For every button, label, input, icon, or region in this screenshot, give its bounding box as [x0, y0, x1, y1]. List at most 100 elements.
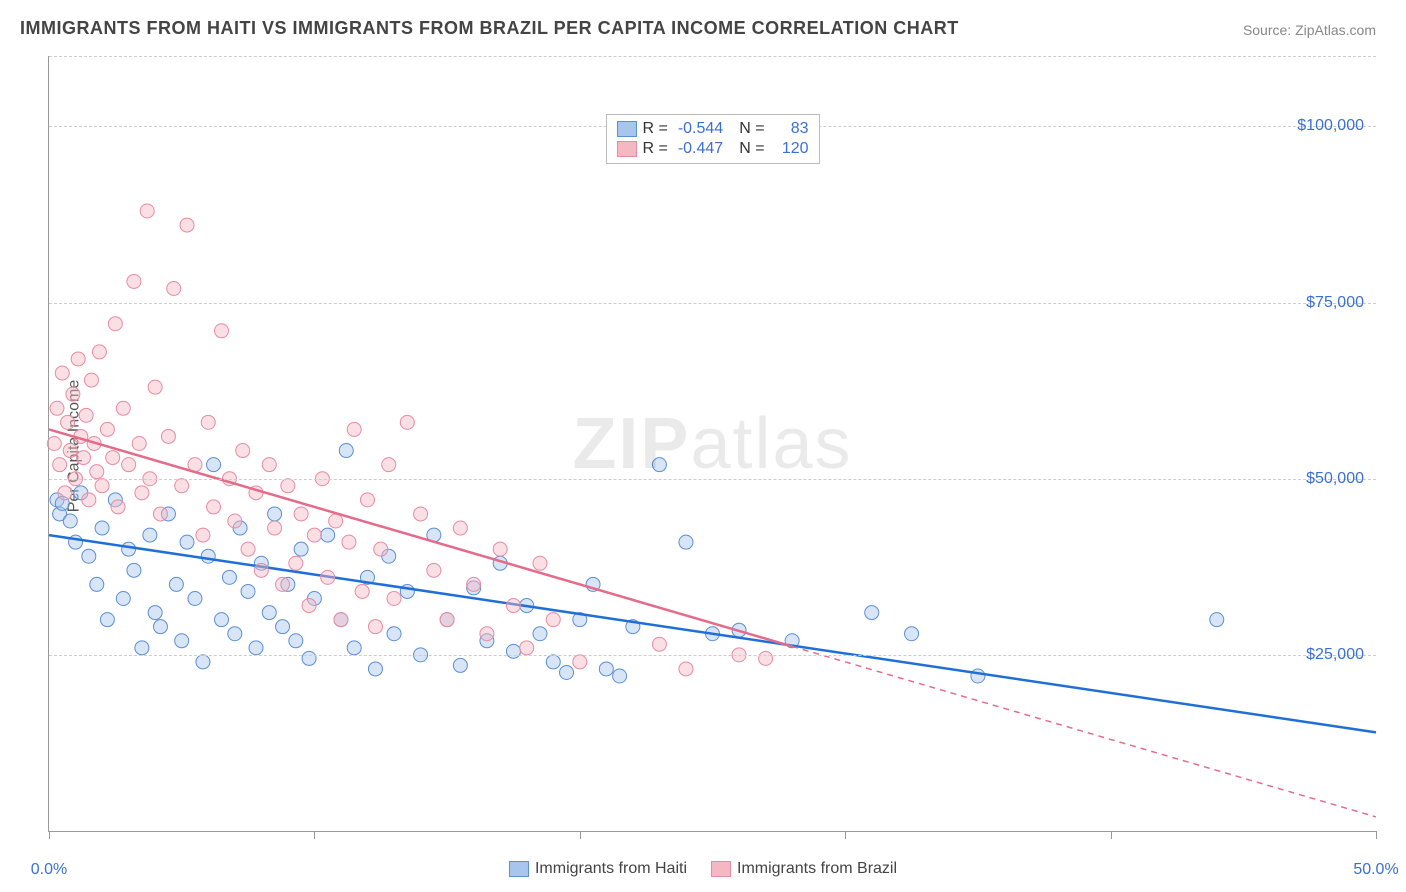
scatter-point-brazil: [262, 458, 276, 472]
scatter-point-haiti: [122, 542, 136, 556]
scatter-point-haiti: [652, 458, 666, 472]
scatter-point-brazil: [241, 542, 255, 556]
scatter-point-haiti: [387, 627, 401, 641]
scatter-point-haiti: [599, 662, 613, 676]
scatter-point-brazil: [414, 507, 428, 521]
scatter-point-brazil: [92, 345, 106, 359]
scatter-point-haiti: [127, 563, 141, 577]
scatter-point-brazil: [652, 637, 666, 651]
scatter-point-brazil: [100, 422, 114, 436]
scatter-point-brazil: [66, 387, 80, 401]
scatter-point-brazil: [167, 282, 181, 296]
x-tick: [49, 831, 50, 839]
scatter-point-haiti: [262, 606, 276, 620]
scatter-point-brazil: [55, 366, 69, 380]
scatter-point-haiti: [302, 651, 316, 665]
scatter-point-haiti: [453, 658, 467, 672]
scatter-point-haiti: [1210, 613, 1224, 627]
scatter-point-brazil: [201, 415, 215, 429]
scatter-point-brazil: [342, 535, 356, 549]
scatter-point-brazil: [493, 542, 507, 556]
scatter-point-haiti: [546, 655, 560, 669]
legend-row-haiti: R =-0.544N =83: [616, 119, 808, 139]
x-tick: [580, 831, 581, 839]
scatter-point-haiti: [188, 592, 202, 606]
scatter-point-brazil: [140, 204, 154, 218]
scatter-point-brazil: [161, 429, 175, 443]
scatter-svg: [49, 56, 1376, 831]
scatter-point-brazil: [95, 479, 109, 493]
scatter-point-brazil: [294, 507, 308, 521]
x-tick: [1376, 831, 1377, 839]
correlation-legend: R =-0.544N =83R =-0.447N =120: [605, 114, 819, 164]
scatter-point-brazil: [82, 493, 96, 507]
scatter-point-haiti: [971, 669, 985, 683]
scatter-point-brazil: [153, 507, 167, 521]
grid-line: [49, 655, 1376, 656]
scatter-point-brazil: [215, 324, 229, 338]
grid-line: [49, 479, 1376, 480]
scatter-point-haiti: [241, 584, 255, 598]
scatter-point-haiti: [321, 528, 335, 542]
scatter-point-brazil: [759, 651, 773, 665]
scatter-point-haiti: [201, 549, 215, 563]
scatter-point-brazil: [400, 415, 414, 429]
scatter-point-haiti: [95, 521, 109, 535]
legend-r-label: R =: [642, 140, 667, 158]
scatter-point-haiti: [289, 634, 303, 648]
legend-label: Immigrants from Haiti: [535, 860, 687, 878]
legend-n-value: 83: [775, 120, 809, 138]
scatter-point-brazil: [84, 373, 98, 387]
scatter-point-haiti: [169, 577, 183, 591]
scatter-point-brazil: [196, 528, 210, 542]
scatter-point-brazil: [254, 563, 268, 577]
scatter-point-haiti: [276, 620, 290, 634]
scatter-point-haiti: [865, 606, 879, 620]
scatter-point-brazil: [467, 577, 481, 591]
scatter-point-brazil: [387, 592, 401, 606]
scatter-point-brazil: [71, 352, 85, 366]
scatter-point-brazil: [321, 570, 335, 584]
scatter-point-brazil: [175, 479, 189, 493]
scatter-point-brazil: [289, 556, 303, 570]
scatter-point-haiti: [347, 641, 361, 655]
scatter-point-haiti: [249, 641, 263, 655]
scatter-point-haiti: [148, 606, 162, 620]
scatter-point-brazil: [281, 479, 295, 493]
scatter-point-haiti: [100, 613, 114, 627]
scatter-point-brazil: [106, 451, 120, 465]
scatter-point-brazil: [268, 521, 282, 535]
scatter-point-haiti: [506, 644, 520, 658]
legend-r-value: -0.447: [678, 140, 723, 158]
legend-swatch: [509, 861, 529, 877]
scatter-point-brazil: [135, 486, 149, 500]
scatter-point-brazil: [276, 577, 290, 591]
scatter-point-haiti: [268, 507, 282, 521]
legend-n-label: N =: [739, 120, 764, 138]
source-prefix: Source:: [1243, 22, 1295, 38]
scatter-point-brazil: [533, 556, 547, 570]
scatter-point-brazil: [374, 542, 388, 556]
scatter-point-haiti: [82, 549, 96, 563]
x-tick-label: 50.0%: [1353, 861, 1398, 879]
scatter-point-brazil: [480, 627, 494, 641]
legend-swatch: [616, 141, 636, 157]
x-tick: [1111, 831, 1112, 839]
bottom-legend-item: Immigrants from Haiti: [509, 860, 687, 878]
scatter-point-brazil: [520, 641, 534, 655]
trend-line-dashed-brazil: [792, 646, 1376, 817]
scatter-point-brazil: [236, 444, 250, 458]
source-link[interactable]: ZipAtlas.com: [1295, 22, 1376, 38]
scatter-point-brazil: [77, 451, 91, 465]
scatter-point-brazil: [61, 415, 75, 429]
scatter-point-brazil: [47, 437, 61, 451]
x-tick: [845, 831, 846, 839]
scatter-point-haiti: [613, 669, 627, 683]
scatter-point-brazil: [355, 584, 369, 598]
scatter-point-brazil: [347, 422, 361, 436]
scatter-point-brazil: [207, 500, 221, 514]
scatter-point-haiti: [368, 662, 382, 676]
scatter-point-brazil: [368, 620, 382, 634]
x-tick: [314, 831, 315, 839]
scatter-point-brazil: [53, 458, 67, 472]
